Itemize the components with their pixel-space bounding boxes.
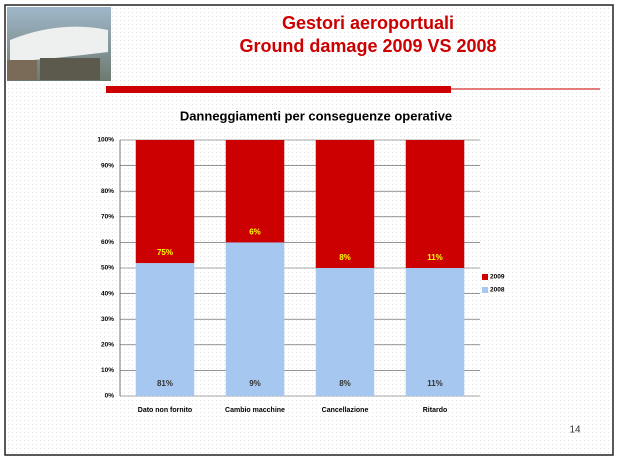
y-tick-label: 60% bbox=[101, 239, 114, 246]
x-tick-label: Cancellazione bbox=[322, 407, 369, 414]
legend-swatch bbox=[482, 274, 488, 280]
bar-segment bbox=[316, 140, 375, 268]
y-tick-label: 50% bbox=[101, 265, 114, 272]
data-label: 11% bbox=[427, 253, 443, 262]
data-label: 81% bbox=[157, 379, 173, 388]
bar-segment bbox=[226, 242, 285, 396]
page-number: 14 bbox=[569, 425, 581, 436]
legend-label: 2008 bbox=[490, 287, 505, 294]
y-tick-label: 10% bbox=[101, 367, 114, 374]
y-tick-label: 0% bbox=[105, 393, 115, 400]
data-label: 8% bbox=[339, 379, 351, 388]
title-bar bbox=[106, 86, 451, 93]
y-tick-label: 90% bbox=[101, 162, 114, 169]
photo bbox=[7, 7, 111, 81]
bar-segment bbox=[136, 263, 195, 396]
y-tick-label: 20% bbox=[101, 342, 114, 349]
data-label: 75% bbox=[157, 248, 173, 257]
bar-segment bbox=[406, 268, 465, 396]
data-label: 8% bbox=[339, 253, 351, 262]
y-tick-label: 80% bbox=[101, 188, 114, 195]
x-tick-label: Dato non fornito bbox=[138, 407, 192, 414]
slide-title: Ground damage 2009 VS 2008 bbox=[239, 36, 496, 56]
slide-title: Gestori aeroportuali bbox=[282, 13, 454, 33]
y-tick-label: 30% bbox=[101, 316, 114, 323]
bar-segment bbox=[406, 140, 465, 268]
x-tick-label: Ritardo bbox=[423, 407, 448, 414]
y-tick-label: 40% bbox=[101, 290, 114, 297]
y-tick-label: 100% bbox=[97, 137, 114, 144]
bar-segment bbox=[136, 140, 195, 263]
legend-label: 2009 bbox=[490, 274, 505, 281]
chart-title: Danneggiamenti per conseguenze operative bbox=[180, 108, 452, 123]
slide: Gestori aeroportuali Ground damage 2009 … bbox=[0, 0, 619, 461]
x-tick-label: Cambio macchine bbox=[225, 407, 285, 414]
bar-segment bbox=[316, 268, 375, 396]
y-tick-label: 70% bbox=[101, 214, 114, 221]
data-label: 9% bbox=[249, 379, 261, 388]
data-label: 11% bbox=[427, 379, 443, 388]
legend-swatch bbox=[482, 287, 488, 293]
data-label: 6% bbox=[249, 228, 261, 237]
